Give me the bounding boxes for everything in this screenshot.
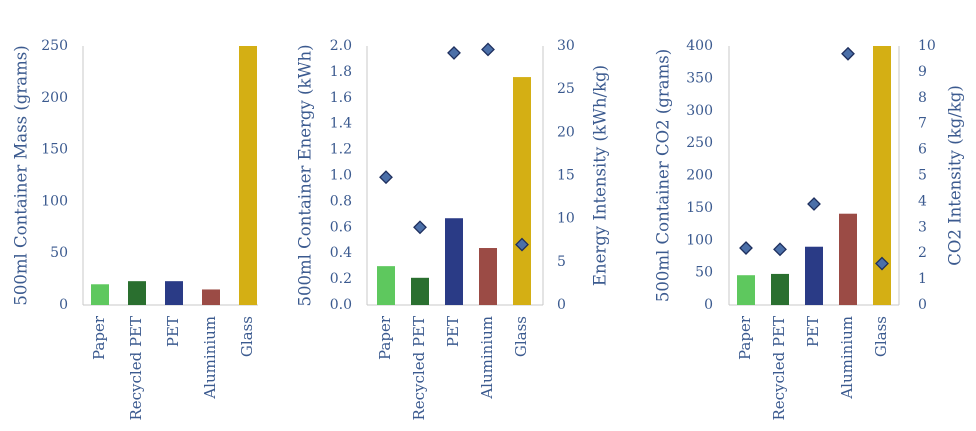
y2-tick-label: 10 <box>557 211 575 227</box>
y2-tick-label: 1 <box>918 271 927 287</box>
category-label: Glass <box>238 316 256 357</box>
category-label: Paper <box>736 315 754 360</box>
bar-pet <box>165 281 183 305</box>
bar-glass <box>239 46 257 305</box>
bar-paper <box>377 266 395 305</box>
bar-aluminium <box>202 289 220 305</box>
category-label: PET <box>804 316 822 347</box>
y-tick-label: 50 <box>50 245 68 261</box>
y-tick-label: 100 <box>41 193 68 209</box>
y2-tick-label: 25 <box>557 81 575 97</box>
y2-tick-label: 20 <box>557 124 575 140</box>
diamond-marker-glass <box>875 256 889 271</box>
diamond-marker-pet <box>807 197 821 211</box>
y2-tick-label: 15 <box>557 168 575 184</box>
y-tick-label: 50 <box>695 265 713 281</box>
bar-aluminium <box>479 248 497 305</box>
y2-tick-label: 5 <box>918 168 927 184</box>
category-label: PET <box>444 316 462 347</box>
diamond-marker-recycled-pet <box>413 220 427 235</box>
y2-tick-label: 9 <box>918 64 927 80</box>
y-tick-label: 0 <box>59 297 68 313</box>
diamond-marker-pet <box>447 45 461 60</box>
bar-glass <box>873 46 891 305</box>
y-tick-label: 250 <box>41 38 68 54</box>
y2-tick-label: 5 <box>557 254 566 270</box>
y-tick-label: 1.0 <box>330 168 352 184</box>
y2-tick-label: 0 <box>557 297 566 313</box>
y-tick-label: 1.6 <box>330 90 352 106</box>
y-tick-label: 0 <box>704 297 713 313</box>
y2-tick-label: 3 <box>918 219 927 235</box>
category-label: Paper <box>90 315 108 360</box>
category-label: Aluminium <box>478 316 496 400</box>
bar-pet <box>445 218 463 305</box>
y-axis-title: 500ml Container Energy (kWh) <box>296 44 315 306</box>
y-tick-label: 200 <box>41 90 68 106</box>
bar-recycled-pet <box>411 277 429 305</box>
y2-tick-label: 2 <box>918 245 927 261</box>
bar-recycled-pet <box>771 273 789 305</box>
y-tick-label: 1.4 <box>330 116 352 132</box>
category-label: Glass <box>512 316 530 357</box>
y2-tick-label: 7 <box>918 116 927 132</box>
y-tick-label: 250 <box>686 135 713 151</box>
y-axis-title: 500ml Container Mass (grams) <box>12 45 31 305</box>
y-tick-label: 350 <box>686 70 713 86</box>
y-tick-label: 100 <box>686 232 713 248</box>
category-label: Recycled PET <box>770 316 788 421</box>
y-tick-label: 1.8 <box>330 64 352 80</box>
y2-tick-label: 4 <box>918 193 927 209</box>
y-tick-label: 400 <box>686 38 713 54</box>
category-label: Aluminium <box>201 316 219 400</box>
y2-tick-label: 0 <box>918 297 927 313</box>
bar-recycled-pet <box>128 281 146 305</box>
category-label: Glass <box>872 316 890 357</box>
y-axis-title: 500ml Container CO2 (grams) <box>654 49 673 302</box>
diamond-marker-recycled-pet <box>773 242 787 257</box>
y2-axis-title: CO2 Intensity (kg/kg) <box>946 85 965 266</box>
y-tick-label: 0.4 <box>330 245 352 261</box>
bar-paper <box>91 284 109 305</box>
y-tick-label: 0.0 <box>330 297 352 313</box>
bar-paper <box>737 275 755 305</box>
category-label: PET <box>164 316 182 347</box>
y-tick-label: 150 <box>686 200 713 216</box>
diamond-marker-glass <box>515 237 529 252</box>
category-label: Aluminium <box>838 316 856 400</box>
bar-pet <box>805 246 823 305</box>
category-label: Recycled PET <box>410 316 428 421</box>
bar-glass <box>513 77 531 305</box>
diamond-marker-paper <box>379 170 393 185</box>
y-tick-label: 300 <box>686 103 713 119</box>
y2-tick-label: 8 <box>918 90 927 106</box>
category-label: Paper <box>376 315 394 360</box>
y-tick-label: 0.2 <box>330 271 352 287</box>
diamond-marker-aluminium <box>841 46 855 61</box>
y2-axis-title: Energy Intensity (kWh/kg) <box>591 65 610 286</box>
y2-tick-label: 10 <box>918 38 936 54</box>
y-tick-label: 0.6 <box>330 219 352 235</box>
bar-aluminium <box>839 213 857 305</box>
diamond-marker-aluminium <box>481 42 495 57</box>
y2-tick-label: 30 <box>557 38 575 54</box>
y-tick-label: 2.0 <box>330 38 352 54</box>
category-label: Recycled PET <box>127 316 145 421</box>
y-tick-label: 0.8 <box>330 193 352 209</box>
y-tick-label: 1.2 <box>330 142 352 158</box>
y-tick-label: 200 <box>686 168 713 184</box>
y-tick-label: 150 <box>41 142 68 158</box>
diamond-marker-paper <box>739 241 753 255</box>
y2-tick-label: 6 <box>918 142 927 158</box>
